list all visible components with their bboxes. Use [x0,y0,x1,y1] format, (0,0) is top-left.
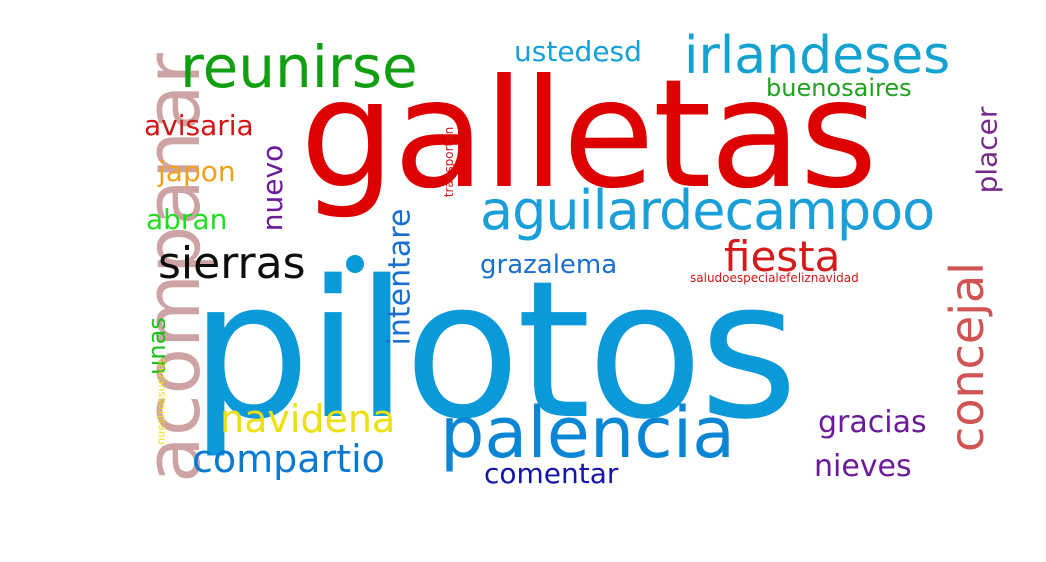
word-ustedesd: ustedesd [514,35,642,68]
word-buenosaires: buenosaires [766,74,912,102]
word-grazalema: grazalema [480,250,618,280]
word-reunirse: reunirse [180,33,418,101]
word-placer: placer [970,106,1004,194]
word-nuestrossuenos: nuestrossuenos [154,358,168,445]
word-pilotos: pilotos [190,240,798,461]
word-sierras: sierras [158,238,306,289]
word-palencia: palencia [440,392,736,474]
word-concejal: concejal [939,262,994,452]
word-intentare: intentare [382,208,418,346]
word-abran: abran [146,203,228,236]
word-japon: japon [158,155,236,188]
word-compartio: compartio [192,437,385,481]
word-aguilardecampoo: aguilardecampoo [480,179,935,242]
word-fiesta: fiesta [724,232,841,281]
word-irlandeses: irlandeses [684,26,951,86]
word-galletas: galletas [300,48,878,222]
word-comentar: comentar [484,457,619,490]
word-navidena: navidena [220,397,396,441]
word-saludoespecialefeliznavidad: saludoespecialefeliznavidad [690,271,859,285]
word-gracias: gracias [818,405,927,440]
word-nuevo: nuevo [256,144,290,232]
decorative-dot [346,255,364,273]
word-avisaria: avisaria [144,109,254,142]
word-nieves: nieves [814,449,912,484]
word-transportan: transportan [442,126,457,198]
